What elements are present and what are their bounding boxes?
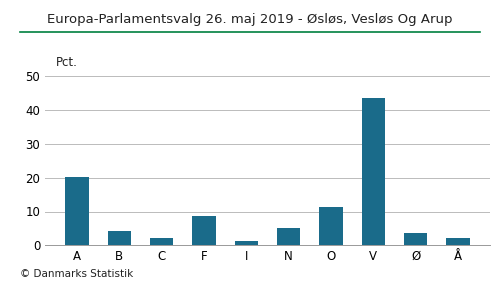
Bar (362, 98, 385, 245)
Bar (108, 232, 131, 245)
Bar (234, 241, 258, 245)
Bar (65, 177, 88, 245)
Bar (150, 237, 173, 245)
Bar (277, 228, 300, 245)
Bar (404, 233, 427, 245)
Text: Pct.: Pct. (56, 56, 78, 69)
Text: Europa-Parlamentsvalg 26. maj 2019 - Øsløs, Vesløs Og Arup: Europa-Parlamentsvalg 26. maj 2019 - Øsl… (47, 13, 453, 26)
Bar (192, 216, 216, 245)
Bar (320, 207, 342, 245)
Bar (446, 238, 470, 245)
Text: © Danmarks Statistik: © Danmarks Statistik (20, 269, 133, 279)
